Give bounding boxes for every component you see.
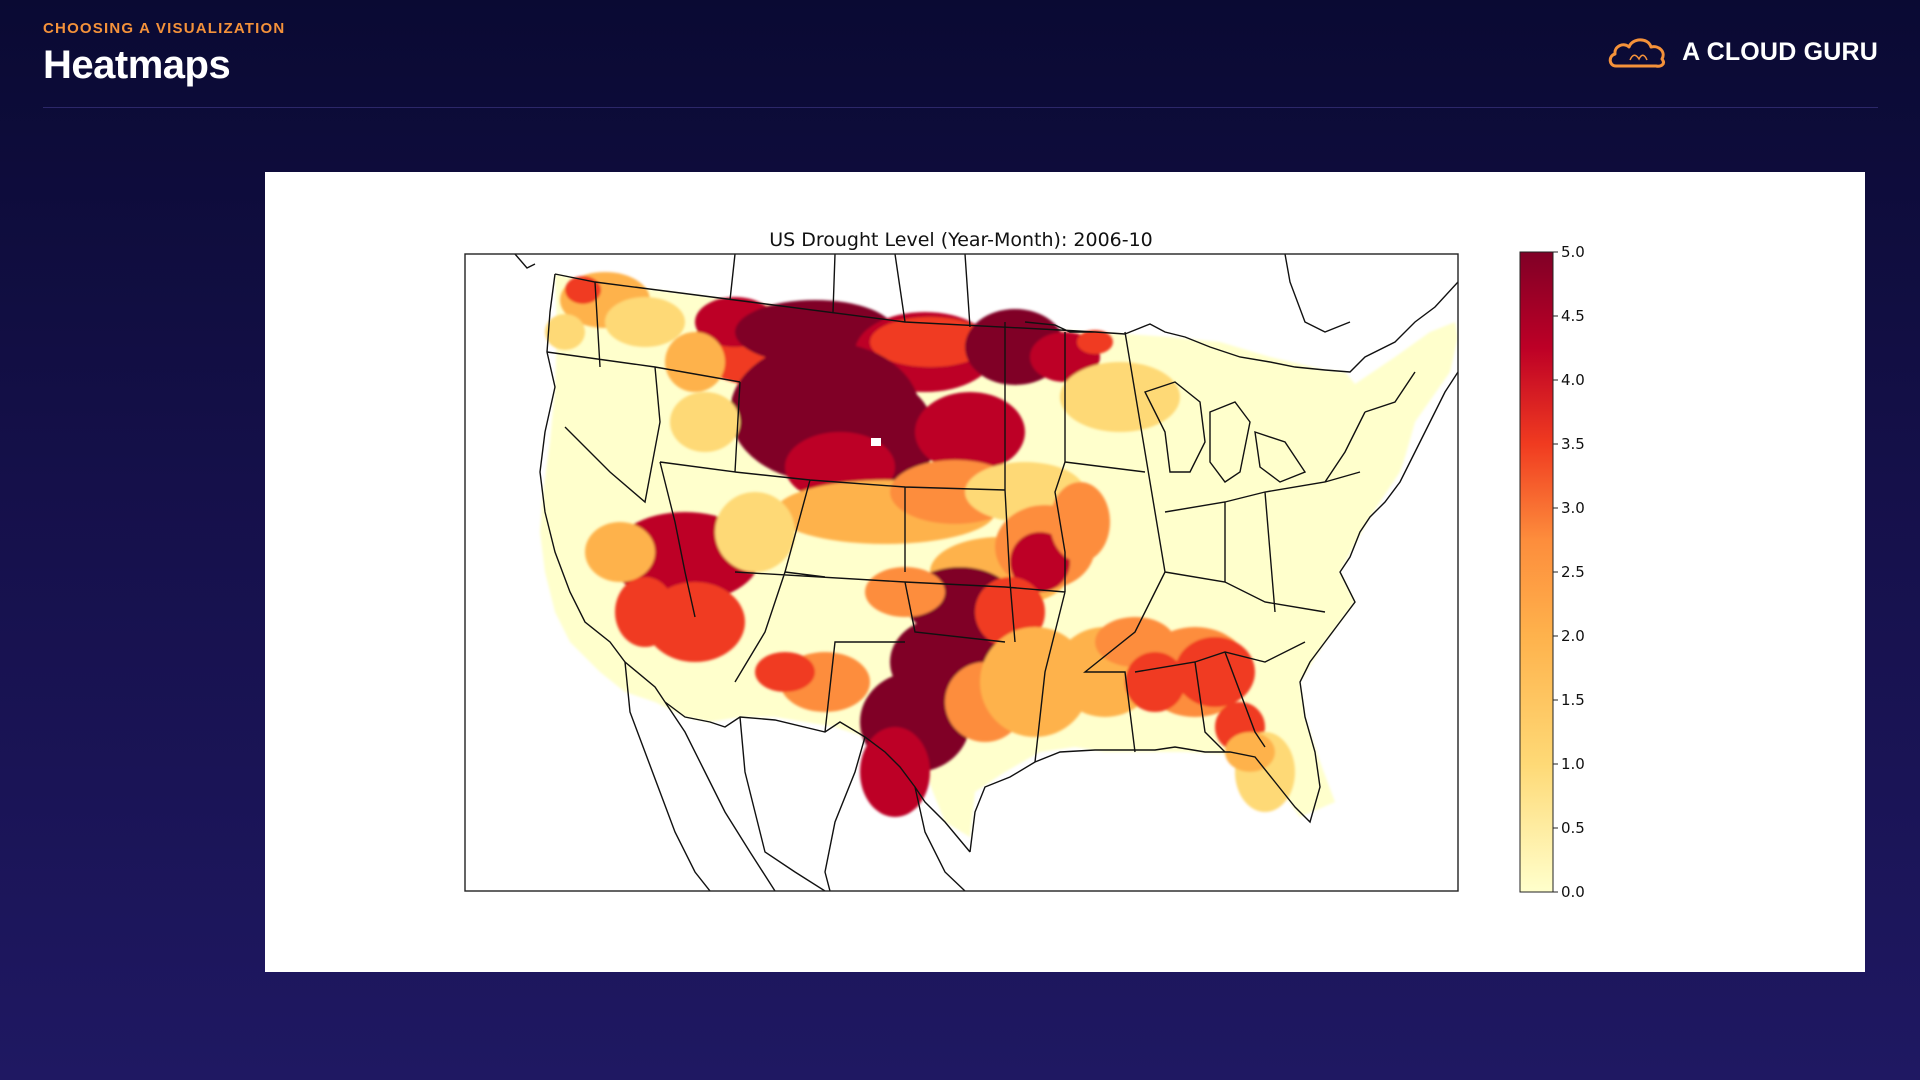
map-borders bbox=[514, 254, 1458, 891]
plot-frame bbox=[464, 253, 1459, 892]
colorbar-tick-label: 1.0 bbox=[1561, 755, 1585, 773]
colorbar-tick-label: 4.0 bbox=[1561, 371, 1585, 389]
no-data-patch bbox=[871, 438, 881, 446]
colorbar-tick-label: 3.0 bbox=[1561, 499, 1585, 517]
colorbar-tick-label: 2.5 bbox=[1561, 563, 1585, 581]
header: CHOOSING A VISUALIZATION Heatmaps bbox=[43, 20, 285, 88]
chart-title: US Drought Level (Year-Month): 2006-10 bbox=[769, 229, 1153, 251]
map-area bbox=[514, 254, 1458, 891]
colorbar-tick-label: 2.0 bbox=[1561, 627, 1585, 645]
heatmap-chart: US Drought Level (Year-Month): 2006-10 bbox=[464, 229, 1585, 901]
colorbar-ticks: 0.0 0.5 1.0 1.5 2.0 2.5 3.0 3.5 4.0 4.5 5.0 bbox=[1553, 243, 1585, 901]
colorbar-tick-label: 1.5 bbox=[1561, 691, 1585, 709]
section-eyebrow: CHOOSING A VISUALIZATION bbox=[43, 20, 286, 37]
cloud-logo-icon bbox=[1608, 38, 1666, 68]
colorbar-tick-label: 0.0 bbox=[1561, 883, 1585, 901]
page-title: Heatmaps bbox=[43, 43, 231, 87]
colorbar-tick-label: 5.0 bbox=[1561, 243, 1585, 261]
chart-panel: US Drought Level (Year-Month): 2006-10 bbox=[265, 172, 1865, 972]
brand-logo: A CLOUD GURU bbox=[1606, 34, 1878, 70]
brand-name: A CLOUD GURU bbox=[1682, 37, 1878, 66]
colorbar-tick-label: 3.5 bbox=[1561, 435, 1585, 453]
colorbar bbox=[1519, 251, 1554, 893]
header-divider bbox=[43, 107, 1878, 108]
colorbar-tick-label: 4.5 bbox=[1561, 307, 1585, 325]
colorbar-tick-label: 0.5 bbox=[1561, 819, 1585, 837]
